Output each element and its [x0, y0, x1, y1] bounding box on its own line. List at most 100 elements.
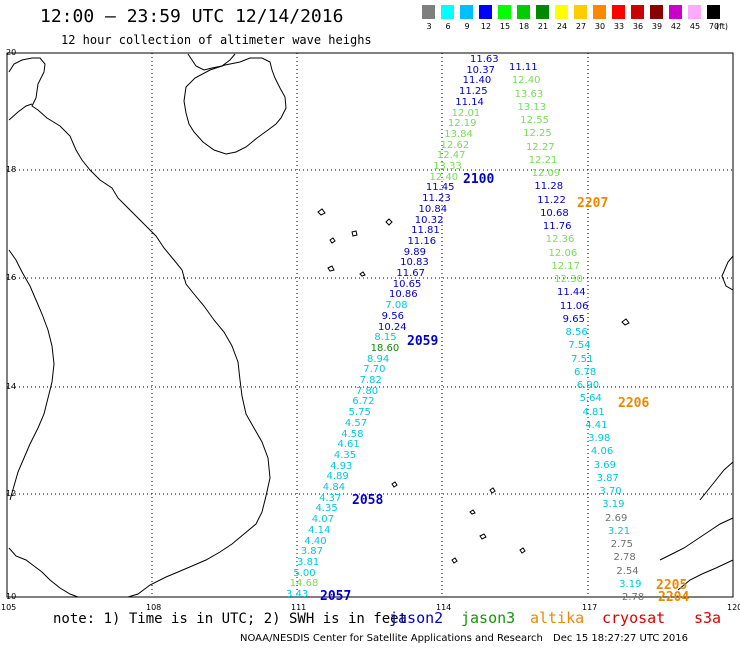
- wave-height-value: 3.87: [596, 472, 619, 484]
- wave-height-value: 10.24: [378, 321, 407, 333]
- legend-swatch: [669, 5, 682, 19]
- wave-height-value: 12.01: [451, 107, 481, 119]
- legend-label: 6: [445, 22, 451, 31]
- wave-height-value: 9.56: [381, 310, 404, 322]
- legend-swatch: [479, 5, 492, 19]
- pass-time-label: 2059: [407, 334, 439, 349]
- wave-height-value: 6.90: [576, 380, 600, 391]
- gulf-coast-line: [8, 249, 55, 501]
- wave-height-value: 11.44: [557, 287, 586, 299]
- wave-height-value: 2.78: [622, 592, 645, 603]
- wave-height-value: 5.64: [579, 393, 602, 405]
- wave-height-value: 3.21: [607, 525, 631, 537]
- legend-swatch: [441, 5, 454, 19]
- wave-height-value: 4.35: [315, 503, 338, 515]
- wave-height-value: 4.84: [322, 482, 346, 493]
- latitude-label: 12: [6, 489, 17, 498]
- wave-height-value: 7.51: [571, 353, 594, 365]
- satellite-label: altika: [530, 609, 585, 627]
- wave-height-value: 12.62: [440, 139, 470, 151]
- wave-height-value: 4.81: [582, 406, 605, 418]
- wave-height-value: 6.78: [573, 366, 597, 378]
- footer-note: note: 1) Time is in UTC; 2) SWH is in fe…: [53, 611, 408, 627]
- legend-swatch: [422, 5, 435, 19]
- wave-height-value: 11.28: [534, 181, 564, 193]
- wave-height-value: 14.68: [289, 578, 319, 590]
- longitude-label: 117: [582, 603, 598, 612]
- legend-label: 30: [594, 22, 606, 31]
- spratly-islands: [391, 481, 526, 564]
- latitude-label: 16: [6, 273, 17, 282]
- wave-height-value: 4.35: [333, 449, 357, 461]
- legend-label: 42: [670, 22, 682, 31]
- wave-height-value: 10.65: [392, 278, 422, 290]
- wave-height-value: 3.69: [593, 459, 617, 471]
- wave-height-value: 11.16: [407, 235, 437, 247]
- wave-height-value: 7.08: [385, 300, 408, 312]
- wave-height-value: 9.65: [562, 313, 585, 325]
- hainan-island-coast: [183, 57, 287, 155]
- wave-height-value: 4.14: [308, 524, 331, 536]
- wave-height-value: 2.54: [616, 565, 639, 577]
- graticule: [7, 53, 733, 597]
- wave-height-value: 11.14: [455, 96, 484, 108]
- wave-height-value: 11.63: [470, 54, 499, 65]
- wave-height-value: 3.87: [300, 546, 323, 558]
- legend-label: 9: [464, 22, 470, 31]
- wave-height-value: 12.30: [554, 274, 583, 285]
- pass-time-label: 2100: [463, 172, 495, 187]
- legend-label: 39: [651, 22, 663, 31]
- wave-height-value: 11.40: [462, 75, 492, 87]
- wave-height-value: 4.89: [326, 471, 349, 483]
- legend-swatch: [498, 5, 511, 19]
- wave-height-value: 2.78: [613, 552, 636, 564]
- page-subtitle: 12 hour collection of altimeter wave hei…: [61, 33, 372, 47]
- wave-height-value: 11.67: [396, 268, 426, 279]
- longitude-label: 111: [291, 603, 307, 612]
- wave-height-value: 12.06: [548, 247, 578, 259]
- satellite-label: cryosat: [602, 609, 666, 627]
- latitude-label: 14: [6, 382, 17, 391]
- legend-label: 27: [575, 22, 587, 31]
- wave-height-value: 4.58: [341, 428, 364, 440]
- wave-height-value: 12.40: [429, 171, 459, 183]
- legend-swatch: [688, 5, 701, 19]
- wave-height-value: 12.19: [447, 118, 477, 130]
- wave-height-value: 12.09: [531, 168, 561, 179]
- legend-label: 18: [518, 22, 530, 31]
- pass-time-label: 2205: [656, 578, 688, 593]
- wave-height-value: 10.83: [400, 257, 429, 269]
- wave-height-value: 11.76: [542, 221, 572, 232]
- longitude-label: 114: [436, 603, 452, 612]
- wave-height-value: 4.61: [337, 439, 360, 451]
- wave-height-value: 13.13: [517, 101, 547, 113]
- wave-height-value: 11.25: [458, 86, 488, 98]
- wave-height-value: 11.11: [509, 62, 538, 73]
- wave-height-value: 10.84: [418, 203, 448, 215]
- satellite-label: jason3: [461, 609, 516, 627]
- legend-unit: (ft): [716, 22, 729, 31]
- legend-swatch: [517, 5, 530, 19]
- wave-height-value: 3.81: [297, 556, 320, 568]
- wave-height-value: 11.81: [411, 225, 440, 237]
- legend-label: 24: [556, 22, 568, 31]
- wave-height-value: 12.40: [511, 75, 541, 87]
- legend-swatch: [574, 5, 587, 19]
- wave-height-value: 5.00: [293, 567, 316, 579]
- latitude-label: 20: [6, 48, 17, 57]
- cambodia-coast: [8, 547, 79, 598]
- legend-swatch: [593, 5, 606, 19]
- wave-height-value: 13.33: [433, 161, 462, 172]
- vietnam-north-coast: [8, 103, 33, 121]
- wave-height-value: 12.25: [523, 128, 552, 140]
- wave-height-value: 7.54: [568, 340, 591, 352]
- wave-height-value: 7.82: [359, 375, 382, 386]
- wave-height-value: 2.75: [610, 539, 633, 550]
- wave-height-value: 12.36: [545, 234, 575, 246]
- longitude-label: 108: [146, 603, 162, 612]
- legend-label: 33: [613, 22, 625, 31]
- wave-height-value: 4.07: [311, 514, 335, 526]
- wave-height-value: 3.70: [599, 486, 622, 497]
- wave-height-value: 13.84: [444, 128, 473, 140]
